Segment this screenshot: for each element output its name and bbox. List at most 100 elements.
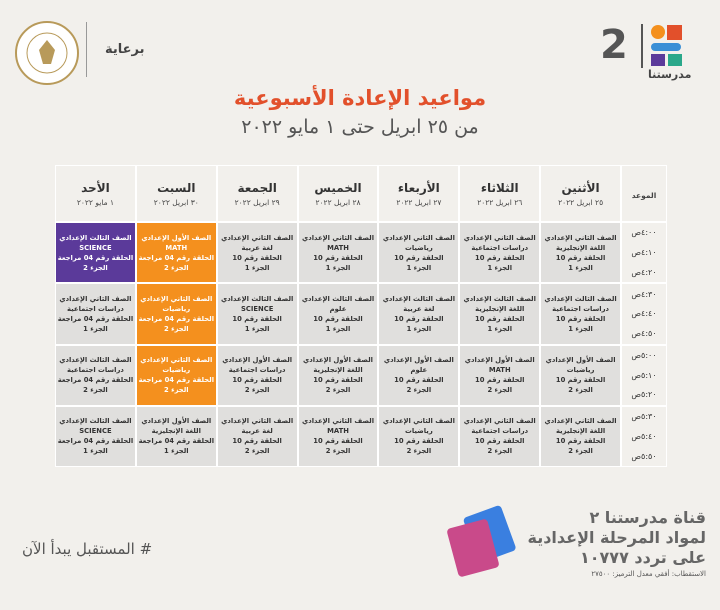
lesson-line: الحلقة رقم 04 مراجعة	[57, 437, 134, 446]
hashtag: # المستقبل يبدأ الآن	[22, 540, 153, 558]
logo-text: مدرستنا	[648, 68, 692, 81]
lesson-line: الحلقة رقم 04 مراجعة	[57, 376, 134, 385]
lesson-line: الجزء 2	[83, 386, 108, 395]
lesson-cell: الصف الثالث الإعدادي SCIENCE الحلقة رقم 10…	[217, 284, 297, 344]
time: ٤:١٠ص	[631, 248, 657, 258]
day-name: السبت	[157, 180, 196, 195]
schedule-table: الموعد الأثنين ٢٥ ابريل ٢٠٢٢ الثلاثاء ٢٦ ابر…	[55, 165, 667, 467]
lesson-cell: الصف الثاني الإعدادي رياضيات الحلقة رقم 10…	[379, 223, 459, 283]
lesson-line: الصف الأول الإعدادي	[141, 233, 212, 242]
lesson-line: SCIENCE	[79, 243, 112, 252]
lesson-line: الجزء 2	[487, 386, 513, 395]
time: ٤:٢٠ص	[631, 267, 657, 277]
day-date: ٢٩ ابريل ٢٠٢٢	[234, 197, 280, 207]
lesson-line: الجزء 2	[325, 447, 351, 456]
lesson-line: الجزء 2	[164, 263, 189, 272]
lesson-line: الحلقة رقم 10	[394, 253, 444, 262]
lesson-line: الحلقة رقم 04 مراجعة	[138, 253, 215, 262]
lesson-line: الجزء 2	[406, 447, 432, 456]
lesson-line: الجزء 1	[164, 447, 189, 456]
lesson-line: الصف الثالث الإعدادي	[59, 233, 132, 242]
lesson-line: الجزء 1	[568, 324, 593, 333]
logo: 2 مدرستنا	[600, 22, 700, 82]
lesson-line: الحلقة رقم 10	[394, 376, 444, 385]
lesson-line: الصف الثاني الإعدادي	[221, 417, 294, 426]
lesson-line: الجزء 1	[568, 263, 593, 272]
lesson-line: دراسات اجتماعية	[67, 366, 124, 375]
lesson-line: علوم	[410, 366, 428, 375]
lesson-line: رياضيات	[162, 304, 191, 313]
lesson-line: الجزء 2	[83, 263, 108, 272]
lesson-line: اللغة الإنجليزية	[555, 243, 606, 252]
lesson-line: دراسات اجتماعية	[552, 304, 609, 313]
lesson-line: لغة عربية	[241, 427, 273, 436]
title: مواعيد الإعادة الأسبوعية	[233, 86, 487, 110]
lesson-line: الصف الثاني الإعدادي	[301, 417, 375, 426]
polarization: الاستقطاب: أفقي معدل الترميز: ٢٧٥٠٠	[591, 570, 706, 578]
time-header-cell: الموعد	[622, 166, 666, 221]
lesson-line: الجزء 2	[244, 386, 270, 395]
day-header: السبت ٣٠ ابريل ٢٠٢٢	[136, 166, 216, 221]
lesson-line: رياضيات	[405, 243, 433, 252]
lesson-line: لغة عربية	[403, 304, 435, 313]
lesson-line: الصف الثاني الإعدادي	[544, 417, 617, 426]
lesson-line: اللغة الإنجليزية	[555, 427, 606, 436]
lesson-cell: الصف الثاني الإعدادي لغة عربية الحلقة رقم …	[217, 406, 297, 466]
logo-number: 2	[600, 22, 628, 68]
decor-squares	[447, 505, 516, 577]
lesson-line: الحلقة رقم 10	[313, 437, 363, 446]
lesson-line: الحلقة رقم 10	[475, 253, 525, 262]
day-header: الأربعاء ٢٧ ابريل ٢٠٢٢	[379, 166, 459, 221]
lesson-line: الجزء 1	[487, 324, 513, 333]
lesson-line: SCIENCE	[240, 304, 274, 313]
lesson-line: الصف الثاني الإعدادي	[544, 233, 617, 242]
lesson-cell: الصف الثالث الإعدادي SCIENCE الحلقة رقم 04…	[56, 223, 135, 283]
logo-icon	[641, 24, 682, 68]
lesson-line: رياضيات	[405, 427, 433, 436]
lesson-line: الصف الثالث الإعدادي	[301, 294, 375, 303]
lesson-cell: الصف الأول الإعدادي اللغة الإنجليزية الحلق…	[298, 345, 378, 405]
lesson-line: الحلقة رقم 10	[475, 437, 525, 446]
day-header: الخميس ٢٨ ابريل ٢٠٢٢	[298, 166, 378, 221]
lesson-line: الصف الثاني الإعدادي	[140, 294, 213, 303]
lesson-line: الحلقة رقم 10	[232, 376, 282, 385]
lesson-line: دراسات اجتماعية	[471, 243, 529, 252]
day-header: الأثنين ٢٥ ابريل ٢٠٢٢	[541, 166, 620, 221]
day-date: ٣٠ ابريل ٢٠٢٢	[153, 197, 199, 207]
time: ٥:٢٠ص	[631, 390, 657, 400]
lesson-line: الجزء 2	[244, 447, 270, 456]
time-slots: ٥:٠٠ص ٥:١٠ص ٥:٢٠ص	[622, 345, 666, 405]
ministry-seal	[15, 21, 79, 85]
time: ٥:١٠ص	[631, 370, 657, 380]
lesson-line: الصف الأول الإعدادي	[222, 356, 293, 365]
time: ٥:٠٠ص	[631, 350, 657, 360]
lesson-line: الحلقة رقم 04 مراجعة	[138, 314, 215, 323]
stage: لمواد المرحلة الإعدادية	[527, 528, 706, 547]
lesson-line: رياضيات	[162, 366, 191, 375]
lesson-line: الحلقة رقم 10	[313, 376, 363, 385]
lesson-cell: الصف الثاني الإعدادي MATH الحلقة رقم 10 الج…	[298, 223, 378, 283]
day-date: ٢٨ ابريل ٢٠٢٢	[315, 197, 361, 207]
lesson-line: الحلقة رقم 10	[232, 437, 282, 446]
lesson-cell: الصف الأول الإعدادي MATH الحلقة رقم 10 الجز…	[460, 345, 540, 405]
lesson-line: الصف الثاني الإعدادي	[382, 417, 455, 426]
lesson-cell: الصف الأول الإعدادي علوم الحلقة رقم 10 الجز…	[379, 345, 459, 405]
lesson-line: الصف الثالث الإعدادي	[544, 294, 617, 303]
day-header: الجمعة ٢٩ ابريل ٢٠٢٢	[217, 166, 297, 221]
lesson-cell: الصف الثاني الإعدادي MATH الحلقة رقم 10 الج…	[298, 406, 378, 466]
lesson-line: دراسات اجتماعية	[471, 427, 529, 436]
time: ٤:٤٠ص	[631, 309, 657, 319]
divider	[86, 22, 87, 77]
lesson-line: الجزء 2	[164, 386, 189, 395]
lesson-cell: الصف الثالث الإعدادي اللغة الإنجليزية الحل…	[460, 284, 540, 344]
lesson-line: الصف الثالث الإعدادي	[382, 294, 456, 303]
lesson-line: MATH	[488, 366, 511, 375]
time: ٤:٠٠ص	[631, 228, 657, 238]
lesson-line: الصف الثاني الإعدادي	[140, 356, 213, 365]
lesson-cell: الصف الثاني الإعدادي رياضيات الحلقة رقم 04…	[136, 345, 216, 405]
lesson-line: الجزء 1	[83, 324, 108, 333]
lesson-line: الجزء 1	[244, 324, 270, 333]
lesson-line: الصف الثاني الإعدادي	[463, 233, 536, 242]
day-date: ٢٧ ابريل ٢٠٢٢	[396, 197, 442, 207]
lesson-line: علوم	[329, 304, 347, 313]
